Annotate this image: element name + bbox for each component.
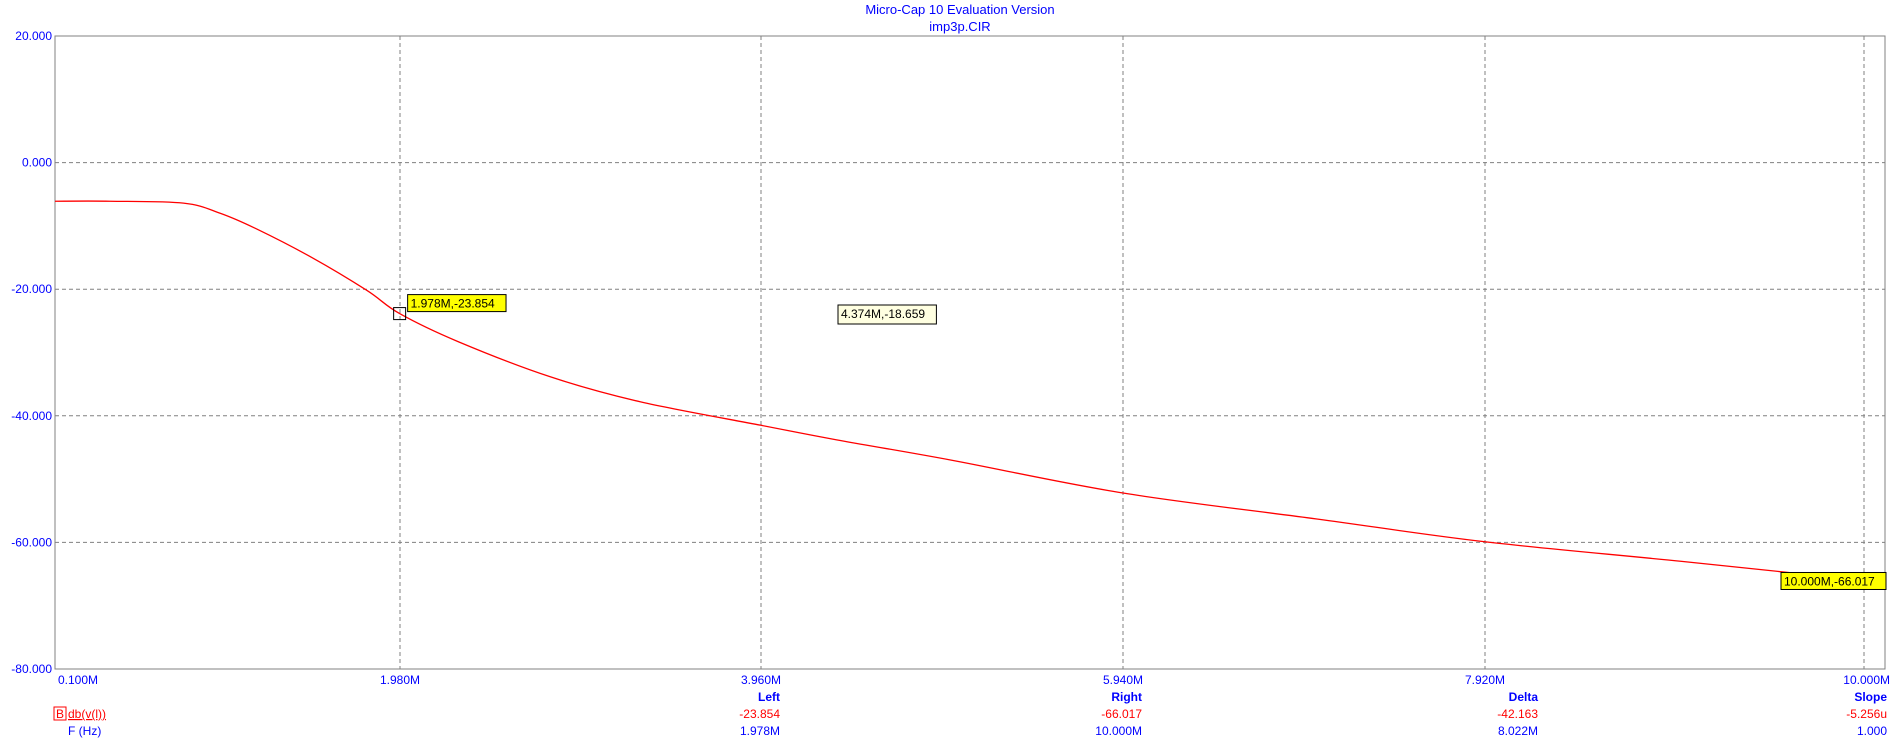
circuit-name: imp3p.CIR	[929, 19, 990, 34]
y-tick-label: -60.000	[11, 535, 52, 549]
y-axis-ticks: 20.000 0.000 -20.000 -40.000 -60.000 -80.000	[11, 29, 52, 676]
x-tick-label: 3.960M	[741, 673, 781, 687]
trace-marker: B	[56, 707, 64, 721]
x-axis-ticks: 0.100M 1.980M 3.960M 5.940M 7.920M 10.000M	[58, 673, 1890, 687]
trace-slope-value: -5.256u	[1846, 707, 1887, 721]
x-tick-label: 5.940M	[1103, 673, 1143, 687]
app-title: Micro-Cap 10 Evaluation Version	[865, 2, 1054, 17]
trace-marker-box[interactable]	[53, 706, 67, 721]
cursor-tag-label: 10.000M,-66.017	[1784, 574, 1875, 588]
y-tick-label: -40.000	[11, 409, 52, 423]
x-tick-label: 7.920M	[1465, 673, 1505, 687]
trace-right-value: -66.017	[1101, 707, 1142, 721]
series-line[interactable]	[54, 200, 1865, 582]
xvar-left-value: 1.978M	[740, 724, 780, 738]
series-layer[interactable]	[54, 200, 1865, 582]
xvar-name: F (Hz)	[68, 724, 101, 738]
readout-header-slope: Slope	[1854, 690, 1887, 704]
xvar-right-value: 10.000M	[1095, 724, 1142, 738]
y-tick-label: 0.000	[22, 156, 52, 170]
readout-header-delta: Delta	[1509, 690, 1539, 704]
xvar-delta-value: 8.022M	[1498, 724, 1538, 738]
grid	[55, 36, 1885, 669]
y-tick-label: -80.000	[11, 662, 52, 676]
x-tick-label: 1.980M	[380, 673, 420, 687]
tooltip-label: 4.374M,-18.659	[841, 307, 925, 321]
xvar-slope-value: 1.000	[1857, 724, 1887, 738]
cursor-tag-label: 1.978M,-23.854	[411, 297, 495, 311]
cursor-marker[interactable]	[393, 307, 407, 321]
x-tick-label: 0.100M	[58, 673, 98, 687]
plot-frame	[54, 35, 1886, 670]
y-tick-label: -20.000	[11, 282, 52, 296]
tooltip-box	[837, 304, 937, 325]
trace-delta-value: -42.163	[1497, 707, 1538, 721]
x-tick-label: 10.000M	[1843, 673, 1890, 687]
readout-header-left: Left	[758, 690, 780, 704]
trace-left-value: -23.854	[739, 707, 780, 721]
readout-panel: Left Right Delta Slope B db(v(l)) -23.85…	[53, 690, 1887, 738]
cursor-tag-box[interactable]	[1780, 571, 1887, 590]
y-tick-label: 20.000	[15, 29, 52, 43]
trace-name[interactable]: db(v(l))	[68, 707, 106, 721]
annotation-layer[interactable]: 1.978M,-23.854 4.374M,-18.659 10.000M,-66.…	[393, 294, 1887, 590]
cursor-tag-box[interactable]	[407, 294, 507, 313]
readout-header-right: Right	[1111, 690, 1142, 704]
